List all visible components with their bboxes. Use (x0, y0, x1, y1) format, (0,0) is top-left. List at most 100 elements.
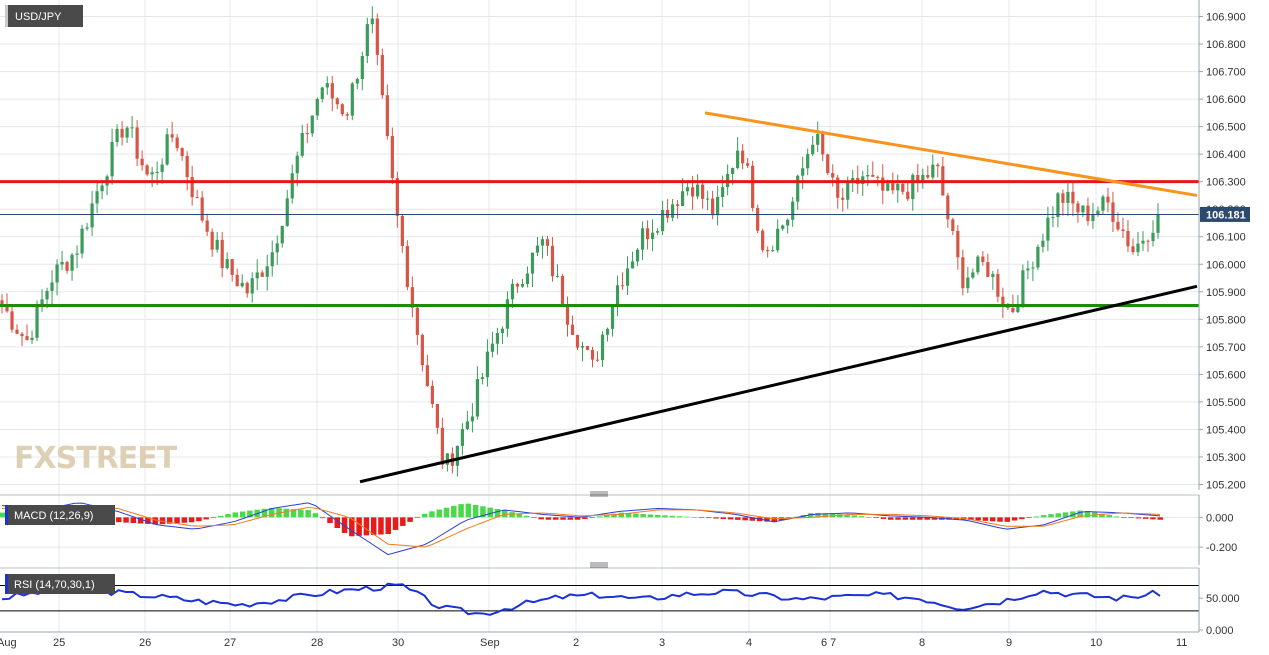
macd-histogram-bar (1019, 517, 1025, 520)
candle-body (575, 334, 580, 348)
candle-body (675, 204, 680, 207)
candle-body (901, 183, 905, 192)
macd-histogram-bar (633, 513, 639, 518)
rsi-tick-label: 0.000 (1206, 625, 1234, 637)
macd-histogram-bar (545, 517, 552, 520)
candle-body (625, 268, 630, 286)
candle-body (40, 299, 44, 306)
macd-histogram-bar (676, 516, 683, 518)
macd-histogram-bar (378, 517, 384, 535)
macd-histogram-bar (290, 509, 297, 518)
y-tick-label: 106.300 (1206, 177, 1246, 189)
candle-body (405, 245, 409, 288)
candle-body (916, 174, 920, 182)
candle-body (670, 204, 675, 218)
x-tick-label: 4 (746, 637, 752, 649)
macd-histogram-bar (421, 513, 428, 518)
macd-drag-handle[interactable] (590, 491, 608, 497)
macd-histogram-bar (684, 516, 690, 518)
macd-pane: 0.000 -0.200 (0, 502, 1237, 556)
candle-body (110, 141, 114, 177)
macd-histogram-bar (516, 513, 523, 518)
candle-body (1081, 205, 1085, 213)
candle-body (120, 128, 124, 138)
macd-histogram-bar (174, 517, 180, 524)
candle-body (796, 175, 800, 202)
candle-body (545, 239, 550, 246)
candle-body (1021, 270, 1025, 307)
candle-body (1051, 217, 1055, 219)
candle-body (1126, 231, 1130, 247)
candle-body (866, 174, 870, 177)
y-tick-label: 105.500 (1206, 397, 1246, 409)
macd-histogram-bar (531, 517, 537, 518)
macd-histogram-bar (596, 516, 603, 518)
macd-histogram-bar (0, 512, 5, 518)
macd-histogram-bar (210, 517, 217, 518)
x-tick-label: 28 (311, 637, 323, 649)
macd-histogram-bar (1026, 517, 1032, 518)
macd-histogram-bar (895, 517, 901, 520)
candle-body (1091, 214, 1095, 222)
macd-histogram-bar (203, 517, 209, 520)
candle-body (781, 225, 785, 229)
macd-histogram-bar (917, 517, 923, 520)
candle-body (50, 282, 54, 291)
macd-histogram-bar (1150, 517, 1156, 520)
candle-body (265, 266, 269, 277)
candle-body (746, 163, 750, 166)
candle-body (766, 250, 770, 252)
macd-histogram-bar (458, 504, 464, 518)
rsi-drag-handle[interactable] (590, 562, 608, 568)
macd-histogram-bar (698, 517, 705, 518)
macd-tick-label: -0.200 (1206, 542, 1237, 554)
candle-body (731, 168, 735, 174)
candle-body (655, 231, 660, 233)
candle-body (260, 272, 264, 277)
candle-body (60, 261, 64, 265)
macd-histogram-bar (837, 514, 843, 518)
candle-body (315, 98, 319, 116)
candle-body (1086, 205, 1090, 222)
candle-body (180, 148, 184, 156)
macd-histogram-bar (400, 517, 406, 526)
candle-body (1011, 307, 1015, 313)
candle-body (1041, 240, 1045, 247)
candle-body (871, 174, 875, 177)
candle-body (1016, 306, 1020, 313)
macd-histogram-bar (735, 517, 741, 520)
macd-histogram-bar (1055, 513, 1062, 518)
candle-body (415, 307, 419, 335)
macd-histogram-bar (305, 510, 311, 518)
candle-body (711, 198, 715, 216)
macd-histogram-bar (640, 514, 646, 518)
candle-body (340, 104, 344, 115)
candle-body (45, 290, 49, 300)
candle-body (25, 336, 29, 341)
candle-body (685, 187, 690, 192)
candle-body (490, 343, 495, 352)
y-tick-label: 106.500 (1206, 122, 1246, 134)
y-tick-label: 105.200 (1206, 479, 1246, 491)
macd-histogram-bar (509, 512, 515, 518)
candle-body (931, 164, 935, 178)
candle-body (30, 337, 34, 341)
x-tick-label: 3 (659, 637, 665, 649)
candle-body (410, 287, 414, 308)
candle-body (145, 165, 149, 175)
macd-histogram-bar (1011, 517, 1018, 521)
macd-histogram-bar (436, 509, 442, 518)
macd-histogram-bar (1077, 510, 1083, 518)
macd-histogram-bar (589, 517, 595, 518)
candle-body (235, 274, 239, 287)
candle-body (1046, 217, 1050, 241)
candle-body (951, 219, 955, 231)
macd-histogram-bar (909, 517, 916, 520)
macd-histogram-bar (582, 517, 588, 520)
candle-body (230, 259, 234, 275)
candle-body (891, 183, 895, 191)
y-tick-label: 106.700 (1206, 67, 1246, 79)
rsi-label-accent (5, 574, 8, 594)
macd-histogram-bar (451, 505, 457, 518)
